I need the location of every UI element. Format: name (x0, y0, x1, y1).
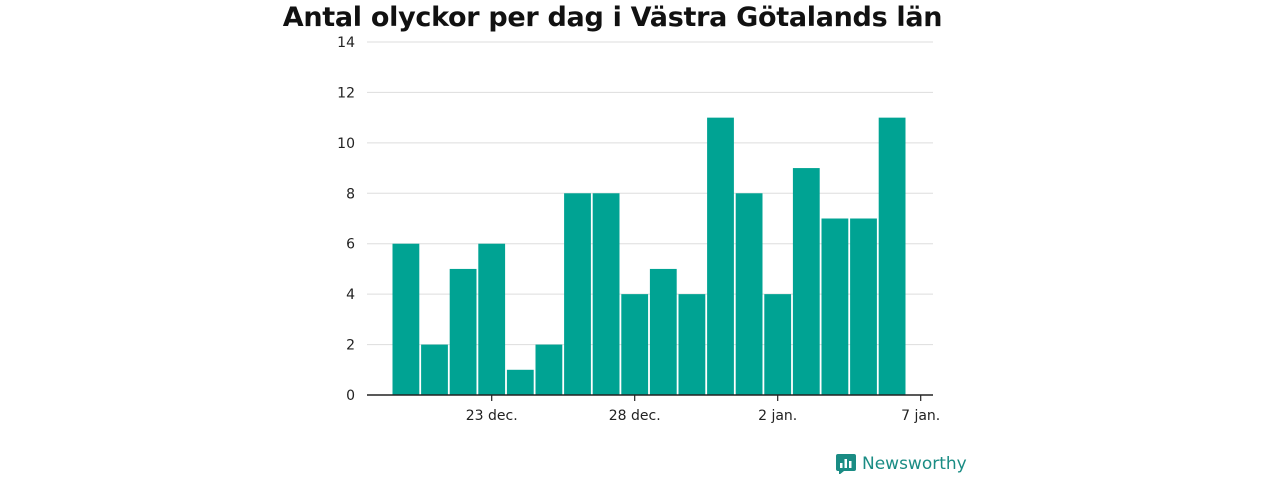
x-tick-label: 7 jan. (901, 408, 940, 424)
chart-title: Antal olyckor per dag i Västra Götalands… (282, 2, 943, 33)
bar (592, 193, 620, 395)
bar (478, 243, 506, 395)
bar (621, 294, 649, 395)
bars (392, 117, 906, 396)
bar (878, 117, 906, 396)
bar (506, 369, 534, 395)
bar (535, 344, 563, 395)
bar (792, 168, 820, 395)
y-tick-label: 8 (346, 186, 355, 202)
bar (735, 193, 763, 395)
bar (564, 193, 591, 395)
x-tick-label: 28 dec. (609, 408, 661, 424)
bar (850, 218, 877, 395)
bar (707, 117, 734, 396)
y-tick-label: 2 (346, 338, 355, 354)
bar (821, 218, 849, 395)
brand-name: Newsworthy (862, 454, 967, 474)
bar (421, 344, 448, 395)
y-tick-label: 14 (337, 35, 355, 51)
y-tick-label: 4 (346, 287, 355, 303)
y-tick-label: 6 (346, 237, 355, 253)
y-axis-ticks: 0 2 4 6 8 10 12 14 (337, 35, 355, 404)
bar (678, 294, 706, 395)
bar (392, 243, 420, 395)
y-tick-label: 12 (337, 85, 355, 101)
x-tick-label: 2 jan. (758, 408, 797, 424)
y-tick-label: 0 (346, 388, 355, 404)
newsworthy-brand: Newsworthy (836, 454, 967, 475)
bar (764, 294, 792, 395)
x-tick-label: 23 dec. (466, 408, 518, 424)
bar (449, 268, 477, 395)
newsworthy-logo-icon (836, 454, 856, 475)
y-tick-label: 10 (337, 136, 355, 152)
x-axis-ticks: 23 dec. 28 dec. 2 jan. 7 jan. (466, 395, 940, 424)
bar (649, 268, 677, 395)
